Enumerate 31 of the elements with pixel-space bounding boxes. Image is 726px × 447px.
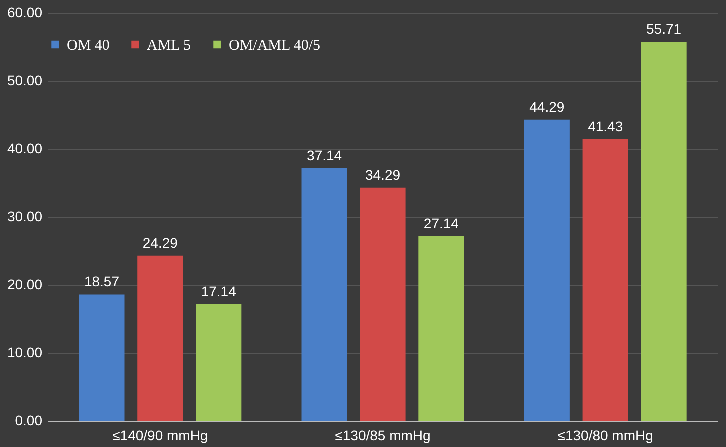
data-label: 27.14: [424, 215, 460, 232]
data-label: 17.14: [201, 283, 237, 300]
data-label: 24.29: [142, 234, 178, 251]
bar: [582, 139, 628, 421]
bar: [302, 168, 348, 421]
bar: [79, 294, 125, 421]
bar: [418, 236, 464, 421]
data-label: 34.29: [365, 166, 401, 183]
y-tick-label: 30.00: [7, 208, 43, 224]
y-tick-label: 60.00: [7, 4, 43, 20]
data-label: 41.43: [588, 118, 624, 134]
bar: [360, 188, 406, 421]
x-tick-label: ≤130/85 mmHg: [335, 428, 431, 444]
y-tick-label: 0.00: [15, 412, 43, 428]
data-label: 18.57: [84, 274, 120, 290]
legend-label: OM/AML 40/5: [229, 38, 321, 54]
data-label: 44.29: [530, 98, 565, 115]
data-label: 55.71: [646, 21, 682, 38]
bar: [196, 304, 242, 421]
bar: [138, 256, 184, 421]
bar: [641, 42, 687, 421]
legend-label: AML 5: [147, 38, 192, 54]
y-tick-label: 50.00: [7, 72, 43, 88]
data-label: 37.14: [307, 147, 342, 164]
y-tick-label: 10.00: [7, 344, 43, 360]
legend-label: OM 40: [67, 38, 110, 54]
y-tick-label: 20.00: [7, 276, 43, 292]
y-tick-label: 40.00: [7, 140, 43, 156]
x-tick-label: ≤130/80 mmHg: [558, 428, 654, 444]
bar: [524, 120, 570, 421]
x-tick-label: ≤140/90 mmHg: [112, 428, 208, 444]
